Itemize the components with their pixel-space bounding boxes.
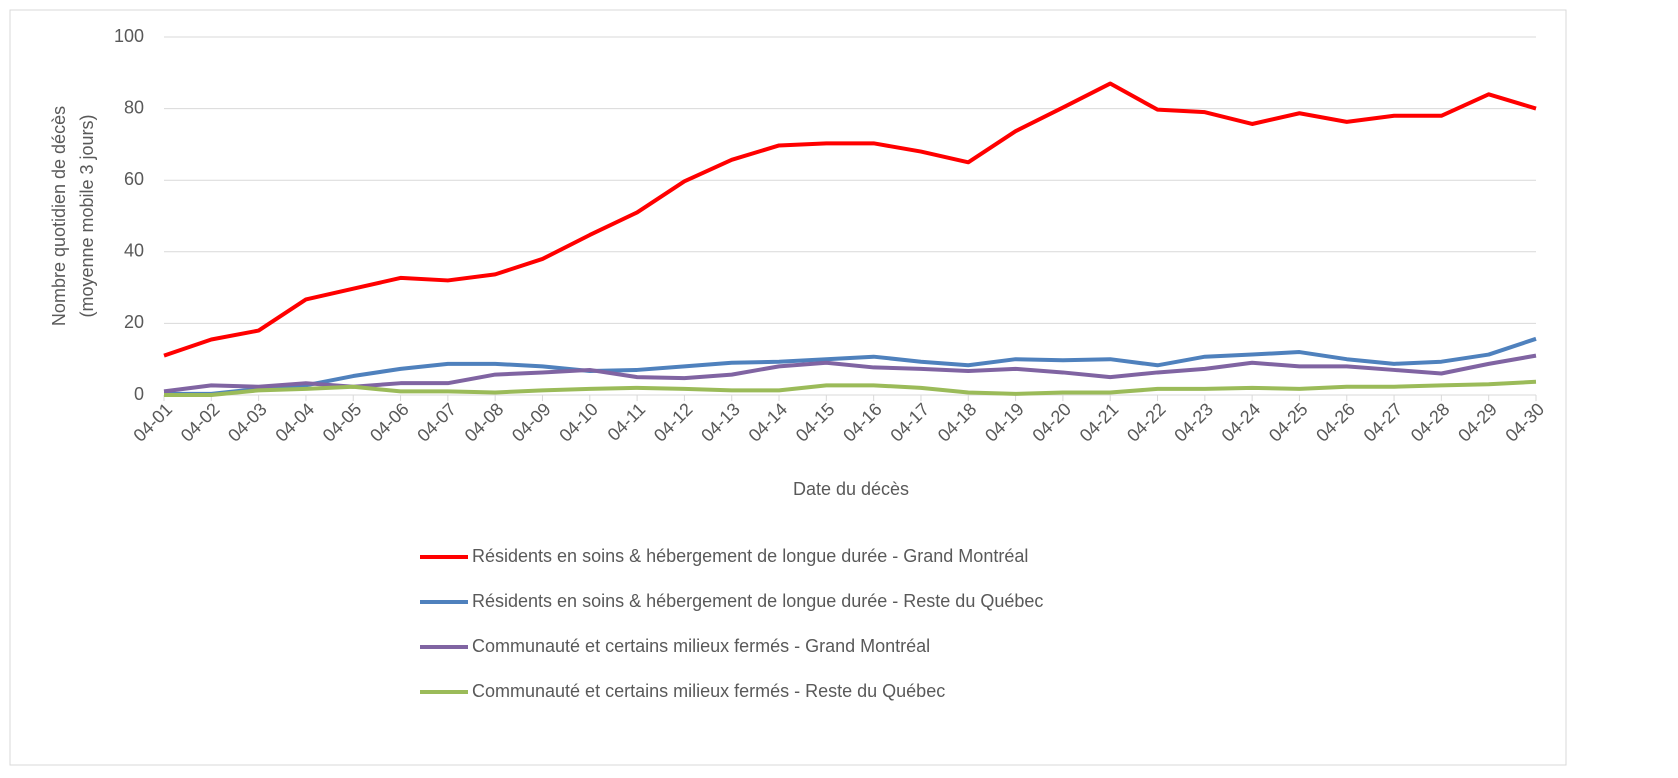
series-line: [163, 353, 1537, 394]
x-axis-title: Date du décès: [793, 479, 909, 499]
legend-label: Résidents en soins & hébergement de long…: [472, 591, 1043, 611]
y-tick-label: 20: [124, 312, 144, 332]
y-axis-title-line: (moyenne mobile 3 jours): [77, 114, 97, 317]
legend-label: Résidents en soins & hébergement de long…: [472, 546, 1028, 566]
legend-label: Communauté et certains milieux fermés - …: [472, 636, 930, 656]
y-tick-label: 40: [124, 241, 144, 261]
series-line: [164, 336, 1537, 396]
series-line: [164, 379, 1537, 397]
legend-label: Communauté et certains milieux fermés - …: [472, 681, 945, 701]
y-tick-label: 60: [124, 169, 144, 189]
y-tick-label: 0: [134, 384, 144, 404]
y-axis-title: Nombre quotidien de décès (moyenne mobil…: [49, 106, 97, 326]
y-axis-title-line: Nombre quotidien de décès: [49, 106, 69, 326]
y-tick-label: 80: [124, 97, 144, 117]
y-tick-label: 100: [114, 26, 144, 46]
series-line: [163, 81, 1537, 358]
